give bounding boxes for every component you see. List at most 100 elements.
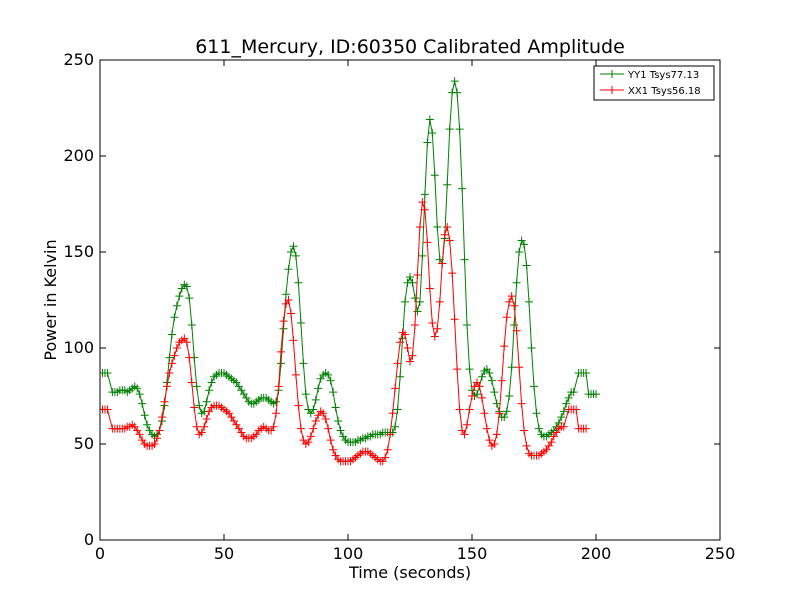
data-point (406, 357, 414, 366)
data-point (582, 424, 591, 433)
x-tick-label: 200 (581, 544, 612, 563)
data-point (401, 330, 410, 339)
legend-box (593, 65, 715, 101)
data-point (423, 238, 432, 247)
legend-marker (608, 70, 616, 78)
data-point (520, 426, 529, 435)
data-point (418, 251, 427, 260)
data-point (326, 436, 335, 445)
data-point (477, 372, 486, 381)
data-point (331, 403, 340, 412)
data-point (413, 307, 422, 316)
data-point (527, 344, 536, 352)
data-point (428, 319, 437, 328)
data-point (428, 128, 437, 137)
data-point (277, 347, 286, 356)
data-point (309, 424, 318, 433)
y-tick-label: 0 (84, 530, 94, 549)
data-point (455, 405, 464, 414)
data-point (135, 430, 144, 439)
data-point (284, 296, 293, 304)
data-point (329, 445, 338, 454)
data-point (502, 313, 511, 322)
data-point (143, 420, 152, 429)
data-point (450, 77, 459, 86)
data-point (522, 441, 531, 450)
data-point (559, 422, 568, 431)
data-point (304, 438, 313, 447)
data-point (450, 315, 459, 324)
data-point (207, 378, 216, 387)
data-point (326, 376, 335, 385)
data-point (559, 407, 568, 416)
data-point (502, 407, 511, 416)
data-point (433, 324, 442, 333)
data-point (510, 320, 519, 329)
data-point (284, 265, 293, 274)
data-point (465, 365, 474, 374)
data-point (420, 190, 429, 199)
data-point (425, 284, 434, 293)
data-point (477, 393, 486, 402)
data-point (445, 125, 454, 134)
data-point (277, 359, 286, 368)
data-point (455, 125, 464, 134)
y-tick-label: 50 (74, 434, 94, 453)
data-point (311, 416, 320, 425)
data-point (386, 430, 395, 439)
data-point (336, 426, 345, 435)
data-point (167, 330, 176, 339)
data-point (391, 384, 400, 393)
data-point (453, 365, 462, 374)
data-point (408, 278, 417, 287)
data-point (453, 88, 462, 97)
data-point (512, 326, 521, 335)
data-point (485, 368, 494, 377)
data-point (557, 413, 566, 422)
data-point (396, 338, 405, 347)
legend: YY1 Tsys77.13 XX1 Tsys56.18 (593, 65, 715, 101)
data-point (396, 372, 405, 381)
data-point (445, 236, 454, 245)
data-point (515, 248, 524, 256)
data-point (299, 359, 308, 368)
data-point (490, 388, 499, 397)
data-point (272, 409, 281, 418)
data-point (433, 223, 442, 232)
data-point (463, 320, 472, 329)
data-point (269, 422, 278, 431)
data-point (463, 420, 472, 429)
data-point (311, 395, 320, 404)
data-point (423, 138, 432, 147)
data-point (472, 390, 481, 399)
data-point (274, 382, 283, 391)
data-point (103, 405, 112, 414)
data-point (192, 422, 201, 431)
data-point (495, 409, 504, 418)
data-point (200, 422, 209, 431)
data-point (272, 397, 281, 406)
data-point (517, 399, 526, 408)
data-point (490, 440, 499, 448)
data-point (309, 405, 318, 414)
data-point (480, 409, 489, 418)
data-point (190, 403, 199, 412)
data-point (562, 399, 571, 408)
data-point (403, 344, 412, 352)
data-point (202, 415, 211, 424)
data-point (314, 384, 323, 393)
data-point (435, 297, 444, 306)
data-point (492, 399, 501, 408)
data-point (319, 409, 328, 418)
data-point (410, 294, 419, 303)
data-point (440, 230, 449, 239)
data-point (415, 223, 424, 232)
y-tick-label: 250 (63, 50, 94, 69)
data-point (592, 390, 600, 399)
data-point (381, 453, 390, 462)
data-point (291, 251, 300, 260)
data-point (512, 278, 521, 287)
data-point (286, 248, 295, 256)
data-point (187, 320, 196, 329)
y-tick-label: 100 (63, 338, 94, 357)
